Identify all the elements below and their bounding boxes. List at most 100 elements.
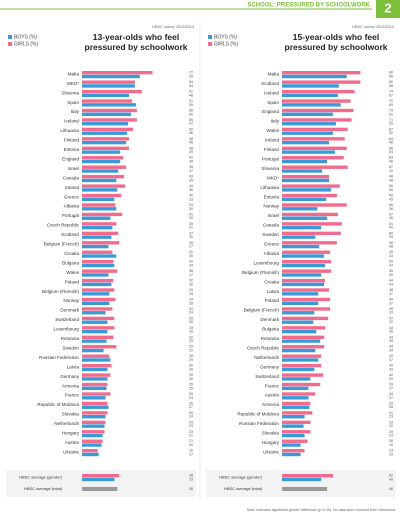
value-label: 21 <box>189 434 193 438</box>
bar <box>82 282 112 287</box>
value-label: 72 <box>189 71 193 75</box>
value-label: 46 <box>389 216 393 220</box>
bar <box>82 292 110 296</box>
value-label: 29 <box>189 392 193 396</box>
value-label: 27 <box>189 405 193 409</box>
category-label: Greece <box>264 242 280 247</box>
bar <box>82 216 111 220</box>
value-label: 30 <box>189 235 193 239</box>
value-label: 35 <box>189 222 193 226</box>
value-label: 52 <box>389 131 393 135</box>
value-label: 40 <box>389 364 393 368</box>
value-label: 43 <box>389 335 393 339</box>
value-label: 30 <box>189 364 193 368</box>
bar <box>282 244 320 249</box>
value-label: 17 <box>189 452 193 456</box>
bar <box>282 250 331 254</box>
value-label: 50 <box>189 112 193 116</box>
category-label: Germany <box>60 374 80 379</box>
value-label: 61 <box>189 90 193 94</box>
category-label: Finland <box>264 147 280 152</box>
value-label: 31 <box>189 250 193 254</box>
bar <box>82 146 130 150</box>
average-value: 33 <box>189 477 193 481</box>
value-label: 35 <box>189 345 193 349</box>
value-label: 23 <box>189 430 193 434</box>
bar <box>82 430 105 434</box>
category-label: Canada <box>263 223 280 228</box>
bar <box>82 122 129 126</box>
value-label: 33 <box>389 311 393 315</box>
value-label: 32 <box>389 320 393 324</box>
bar <box>82 363 112 368</box>
category-label: Belgium (French) <box>244 308 280 313</box>
value-label: 56 <box>389 194 393 198</box>
value-label: 33 <box>389 367 393 371</box>
category-label: Iceland <box>264 90 279 95</box>
bar <box>282 439 308 443</box>
value-label: 29 <box>389 430 393 434</box>
category-label: Italy <box>271 119 280 124</box>
category-label: Sweden <box>62 345 79 350</box>
value-label: 52 <box>389 112 393 116</box>
bar <box>82 449 98 453</box>
value-label: 40 <box>389 226 393 230</box>
bar <box>82 241 120 245</box>
value-label: 24 <box>189 420 193 424</box>
bar <box>82 424 105 428</box>
value-label: 24 <box>189 415 193 419</box>
bar <box>82 108 137 113</box>
category-label: Ireland <box>265 138 279 143</box>
bar <box>82 197 115 202</box>
value-label: 66 <box>389 146 393 150</box>
bar <box>82 254 117 258</box>
value-label: 16 <box>189 449 193 453</box>
category-label: Portugal <box>62 213 79 218</box>
bar <box>282 396 309 400</box>
category-label: Norway <box>63 298 79 303</box>
value-label: 40 <box>189 194 193 198</box>
bar <box>282 212 338 217</box>
category-label: Latvia <box>67 364 80 369</box>
bar <box>82 222 117 226</box>
bar <box>282 401 311 406</box>
bar <box>282 339 321 343</box>
value-label: 45 <box>189 165 193 169</box>
category-label: Netherlands <box>254 355 279 360</box>
bar <box>82 288 115 292</box>
category-label: Estonia <box>264 194 280 199</box>
category-label: Czech Republic <box>247 345 280 350</box>
category-label: Belgium (French) <box>44 242 80 247</box>
bar <box>282 392 316 396</box>
bar <box>82 260 114 264</box>
category-label: Italy <box>71 109 80 114</box>
value-label: 48 <box>189 93 193 97</box>
category-label: Hungary <box>262 440 280 445</box>
value-label: 50 <box>389 188 393 192</box>
bar <box>82 174 125 179</box>
bar <box>282 226 322 230</box>
average-value: 40 <box>389 477 393 481</box>
value-label: 29 <box>189 358 193 362</box>
value-label: 61 <box>389 222 393 226</box>
bar <box>82 140 127 145</box>
bar <box>82 193 122 198</box>
bar <box>282 260 331 264</box>
value-label: 33 <box>189 316 193 320</box>
average-bar <box>82 477 115 482</box>
bar <box>282 316 329 321</box>
bar <box>282 452 301 457</box>
bar <box>82 443 102 447</box>
bar <box>282 216 328 220</box>
section-title: SCHOOL: PRESSURED BY SCHOOLWORK <box>247 3 370 9</box>
category-label: Malta <box>68 71 80 76</box>
bar <box>82 358 111 362</box>
bar <box>82 367 108 372</box>
value-label: 29 <box>189 216 193 220</box>
category-label: Wales <box>266 128 279 133</box>
bar <box>82 354 110 358</box>
bar <box>282 188 331 192</box>
value-label: 57 <box>389 212 393 216</box>
category-label: Luxembourg <box>253 260 279 265</box>
bar <box>82 71 153 75</box>
